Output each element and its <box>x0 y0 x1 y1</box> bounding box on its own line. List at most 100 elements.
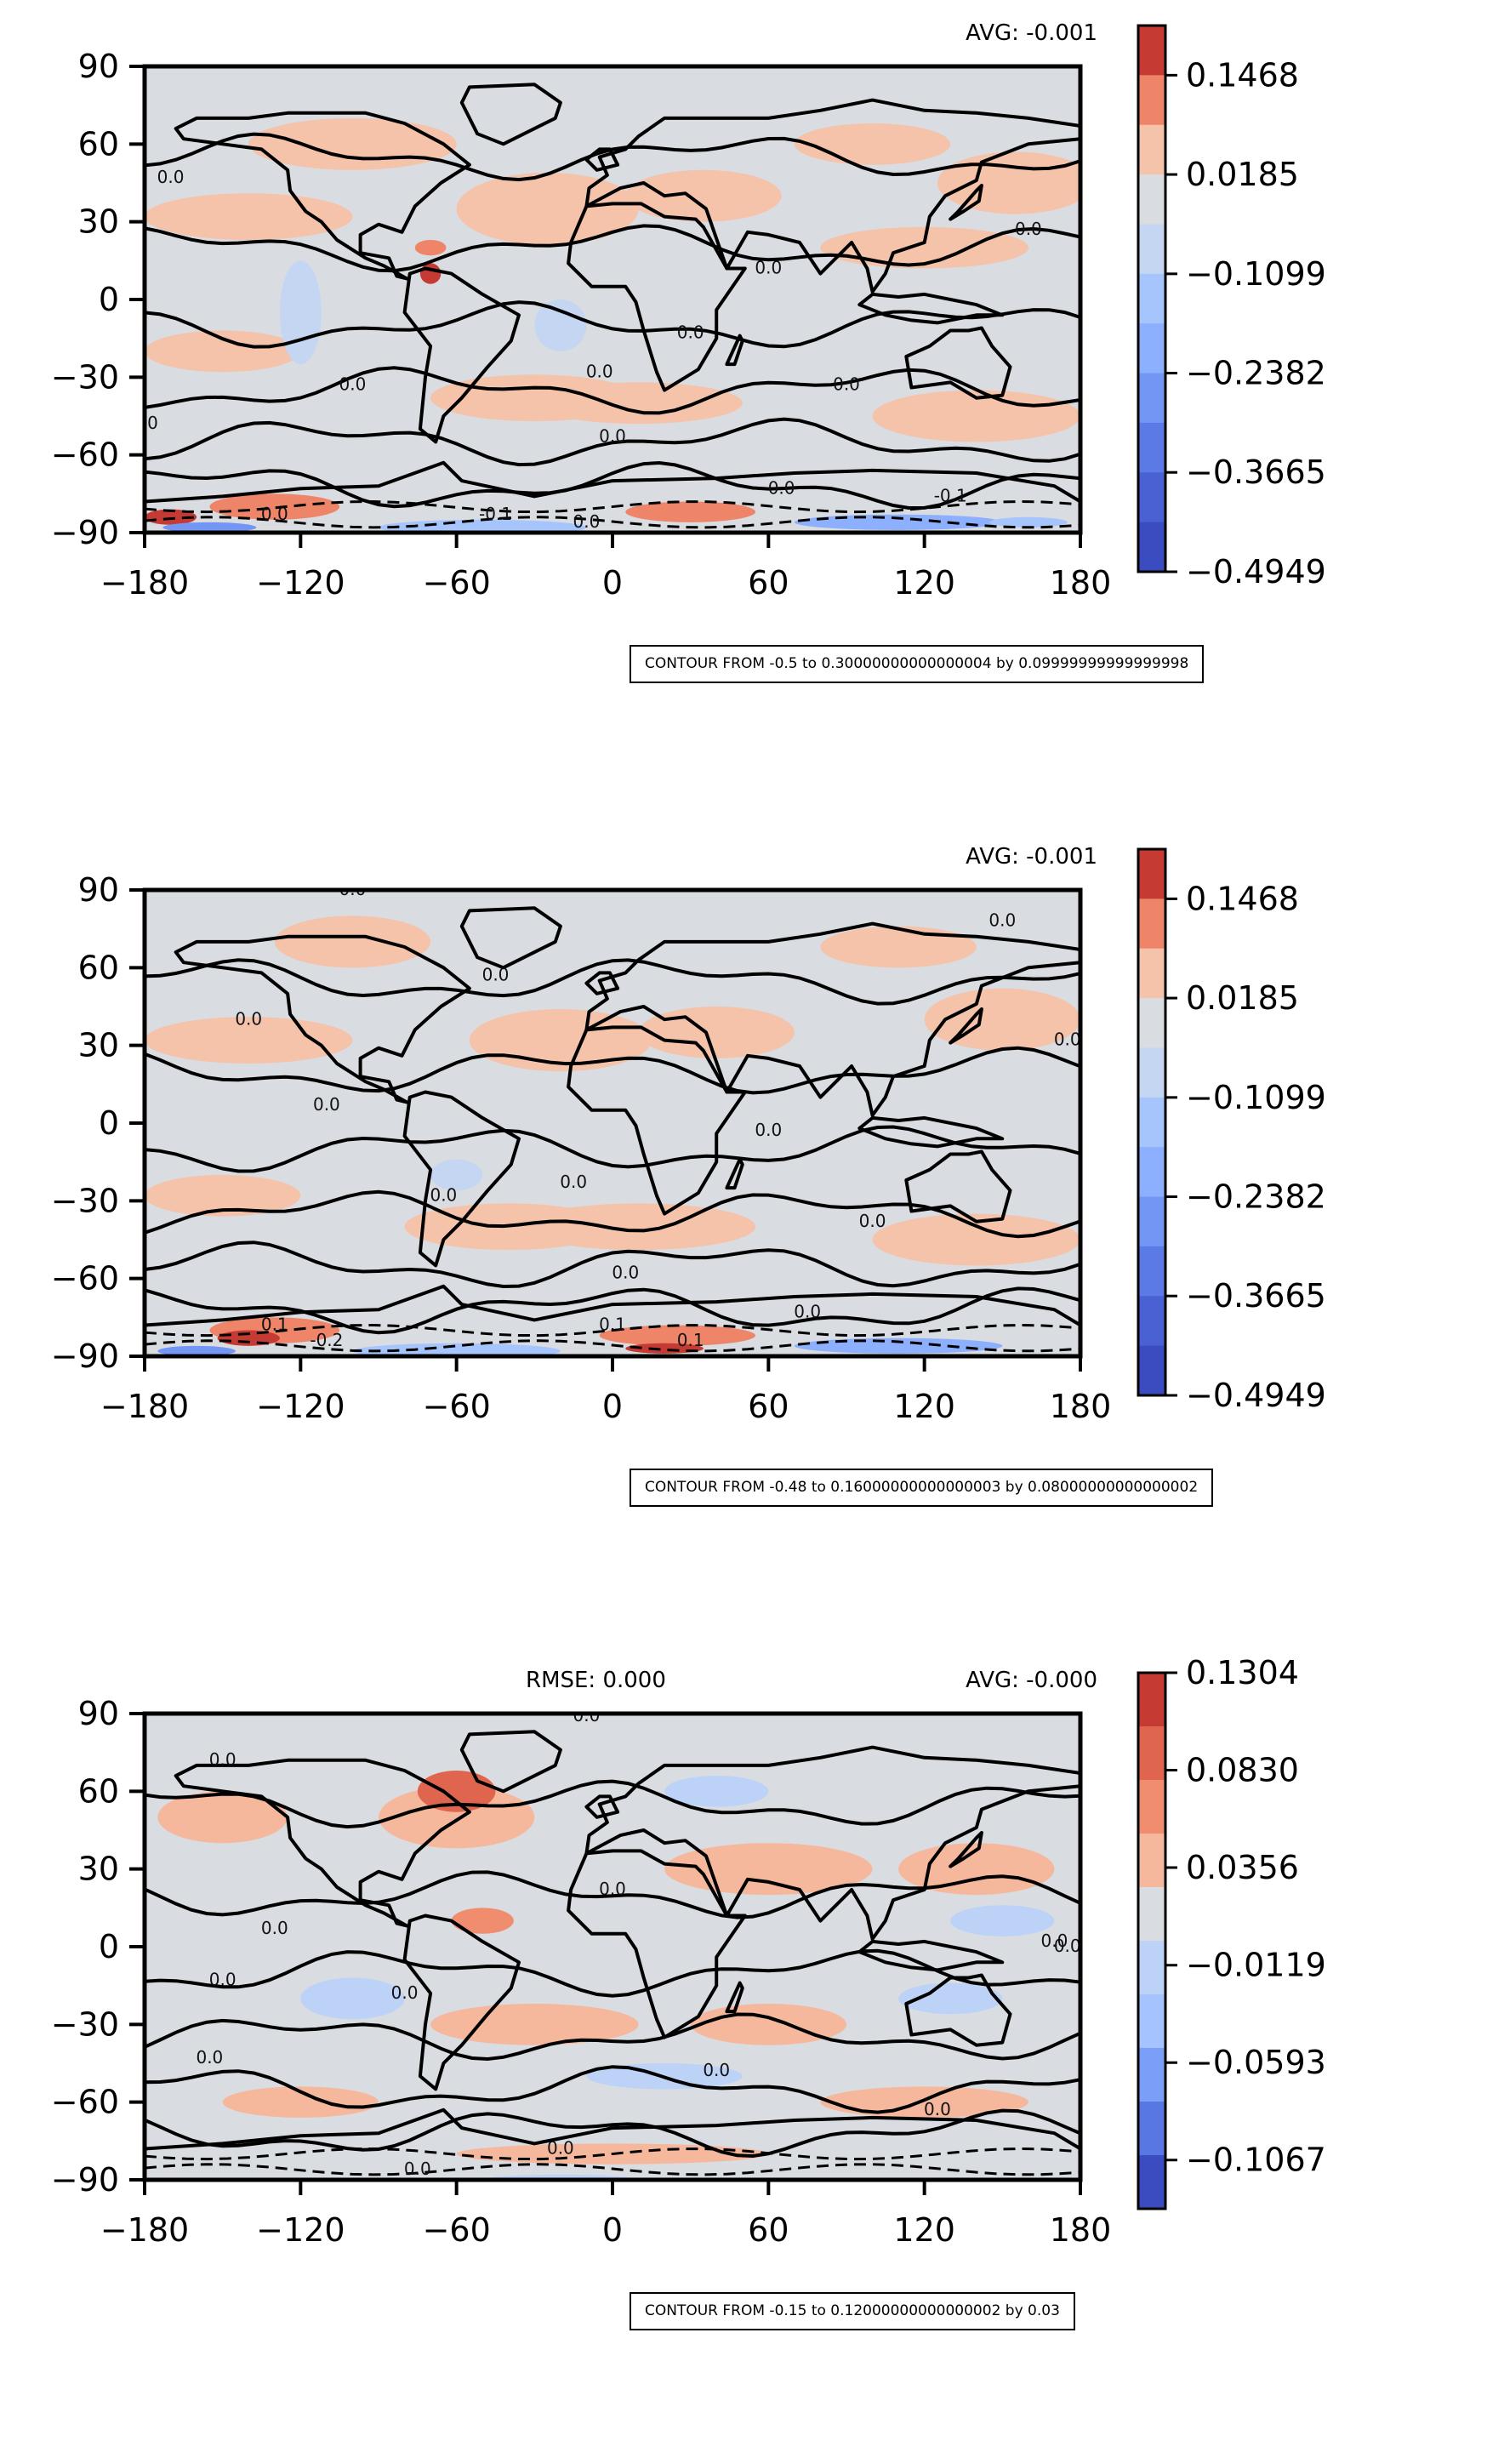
anomaly-blob <box>379 519 587 533</box>
colorbar-tick-label: −0.0593 <box>1186 2044 1326 2081</box>
coastline <box>174 111 471 281</box>
anomaly-blob <box>521 1203 756 1251</box>
anomaly-blob <box>794 123 951 165</box>
contour-label: 0.0 <box>157 167 185 187</box>
contour-line-negative <box>145 1339 1080 1353</box>
contour-label: -0.2 <box>310 1330 343 1350</box>
contour-line <box>145 460 1080 510</box>
contour-line <box>145 2108 1080 2159</box>
colorbar-segment <box>1138 1780 1165 1834</box>
contour-label: 0.0 <box>261 504 288 524</box>
anomaly-blob <box>456 172 639 246</box>
anomaly-blob <box>419 263 442 284</box>
anomaly-blob <box>534 299 587 351</box>
contour-label: 0.0 <box>339 374 367 395</box>
contour-label: 0.0 <box>1041 1931 1068 1951</box>
contour-line <box>145 1189 1080 1239</box>
anomaly-blob <box>638 1007 795 1058</box>
x-tick-label: 60 <box>748 564 789 602</box>
x-tick-label: −180 <box>100 1388 189 1425</box>
colorbar-frame <box>1137 1671 1167 2210</box>
colorbar-tick-label: 0.0185 <box>1186 979 1299 1017</box>
coastlines <box>145 1730 1080 2180</box>
y-tick-label: 30 <box>78 203 119 241</box>
coastline <box>725 1981 744 2014</box>
colorbar-segment <box>1138 174 1165 225</box>
colorbar-segment <box>1138 849 1165 899</box>
colorbar-tick-label: −0.0119 <box>1186 1947 1326 1984</box>
contour-label: 0.1 <box>677 1330 704 1350</box>
anomaly-blob <box>145 1174 301 1217</box>
contour-label: 0.0 <box>196 2047 223 2068</box>
anomaly-blob <box>898 1982 1003 2015</box>
colorbar-frame <box>1137 847 1167 1397</box>
x-tick-label: −60 <box>423 564 491 602</box>
contour-label: 0.0 <box>430 1184 457 1205</box>
contour-map: 0.00.00.00.00.00.00.00.00.00.00.00.00.0−… <box>51 1654 1326 2249</box>
contour-label: 0.0 <box>599 1879 626 1899</box>
y-tick-label: −60 <box>51 2084 119 2121</box>
contour-label: 0.0 <box>131 413 158 433</box>
colorbar-segment <box>1138 273 1165 324</box>
x-tick-label: 180 <box>1050 2211 1112 2249</box>
colorbar-segment <box>1138 1726 1165 1781</box>
contour-note: CONTOUR FROM -0.5 to 0.30000000000000004… <box>630 645 1205 683</box>
colorbar-tick-label: −0.3665 <box>1186 1277 1326 1315</box>
coastline <box>584 971 620 995</box>
colorbar-segment <box>1138 898 1165 950</box>
contour-label: 0.0 <box>794 1301 821 1321</box>
y-tick-label: 90 <box>78 871 119 909</box>
contour-label: 0.0 <box>599 425 626 446</box>
contour-line <box>145 1241 1080 1289</box>
anomaly-blob <box>625 501 756 522</box>
y-tick-label: 0 <box>99 1928 119 1965</box>
colorbar-segment <box>1138 1345 1165 1396</box>
contour-label: 0.0 <box>404 2159 431 2179</box>
contour-label: 0.0 <box>1054 1030 1081 1050</box>
x-tick-label: 180 <box>1050 564 1112 602</box>
y-tick-label: 90 <box>78 1695 119 1732</box>
coastline <box>584 98 1080 294</box>
y-tick-label: −60 <box>51 1260 119 1298</box>
y-tick-label: 60 <box>78 1772 119 1810</box>
contour-line <box>145 1286 1080 1335</box>
contour-label: 0.0 <box>924 2099 951 2119</box>
colorbar-segment <box>1138 472 1165 523</box>
x-tick-label: 0 <box>602 2211 623 2249</box>
y-tick-label: 30 <box>78 1851 119 1888</box>
contour-label: 0.0 <box>482 965 510 985</box>
colorbar-tick-label: 0.0356 <box>1186 1849 1299 1886</box>
anomaly-blob <box>145 509 197 525</box>
x-tick-label: −120 <box>256 1388 345 1425</box>
contour-line <box>145 1948 1080 1998</box>
rmse-label: RMSE: 0.000 <box>526 1668 666 1693</box>
coastline <box>567 1025 747 1216</box>
colorbar-segment <box>1138 224 1165 275</box>
colorbar-segment <box>1138 1246 1165 1297</box>
colorbar-segment <box>1138 1047 1165 1098</box>
y-tick-label: 60 <box>78 949 119 986</box>
contour-line-negative <box>145 2163 1080 2176</box>
coastline <box>857 1939 1005 1972</box>
contour-line <box>145 1046 1080 1095</box>
colorbar-segment <box>1138 522 1165 573</box>
contour-label: 0.0 <box>209 1970 236 1990</box>
y-tick-label: 30 <box>78 1027 119 1064</box>
contour-map: 0.0 0.0 0.0 0.0 0.0 0.0 0.0 0.0 0.0 0.0 -0.1 -0.1 0.… <box>51 24 1326 602</box>
colorbar-tick-label: −0.1067 <box>1186 2142 1326 2179</box>
contour-label: 0.0 <box>612 1263 639 1283</box>
colorbar-segment <box>1138 1941 1165 1995</box>
contour-label: 0.0 <box>755 1120 782 1140</box>
anomaly-blob <box>209 493 340 520</box>
avg-label: AVG: -0.001 <box>966 20 1097 46</box>
contour-label: 0.0 <box>586 361 613 381</box>
coastline <box>402 266 521 444</box>
colorbar-segment <box>1138 1196 1165 1247</box>
anomaly-blob <box>222 2086 379 2118</box>
coastline <box>584 1745 1080 1941</box>
contour-note: CONTOUR FROM -0.48 to 0.1600000000000000… <box>630 1469 1214 1507</box>
contour-label: 0.0 <box>768 477 795 498</box>
contour-label: 0.0 <box>209 1749 236 1770</box>
contour-line-negative <box>145 499 1080 514</box>
colorbar-segment <box>1138 1994 1165 2049</box>
